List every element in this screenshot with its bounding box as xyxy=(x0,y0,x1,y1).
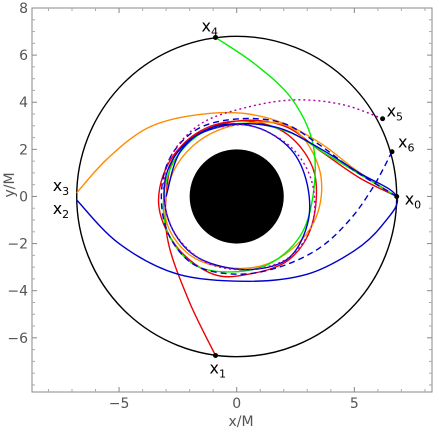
y-tick-label: −4 xyxy=(7,284,28,300)
black-hole xyxy=(189,149,284,244)
y-tick-label: −2 xyxy=(7,237,28,253)
black-hole-layer xyxy=(189,149,284,244)
tick-labels: −5 0 5 −6 −4 −2 0 2 4 6 8 xyxy=(7,1,358,412)
point-label: x2 xyxy=(53,199,69,221)
point-label: x0 xyxy=(405,189,421,211)
x-tick-label: −5 xyxy=(109,396,130,412)
trajectories xyxy=(76,36,399,356)
point-label: x5 xyxy=(387,102,403,124)
x-axis-label: x/M xyxy=(228,414,253,430)
point-label: x3 xyxy=(53,176,69,198)
trajectory-line-5 xyxy=(162,99,383,271)
trajectory-line-0 xyxy=(157,119,398,356)
point-marker xyxy=(213,34,219,40)
trajectory-line-4 xyxy=(160,117,398,275)
y-tick-label: 8 xyxy=(19,1,28,17)
axes-frame xyxy=(31,7,433,393)
plot-frame xyxy=(31,7,433,393)
point-marker xyxy=(394,193,400,199)
point-marker xyxy=(389,149,395,155)
trajectory-line-2 xyxy=(162,36,398,273)
y-tick-label: 6 xyxy=(19,48,28,64)
y-tick-label: 2 xyxy=(19,142,28,158)
point-label: x4 xyxy=(202,16,218,38)
y-tick-label: −6 xyxy=(7,331,28,347)
y-tick-label: 4 xyxy=(19,95,28,111)
trajectory-line-1 xyxy=(76,111,398,270)
point-label: x1 xyxy=(210,358,226,380)
x-tick-label: 5 xyxy=(350,396,359,412)
y-tick-label: 0 xyxy=(19,189,28,205)
point-marker xyxy=(380,116,386,122)
point-marker xyxy=(213,352,219,358)
x-tick-label: 0 xyxy=(232,396,241,412)
trajectory-line-3 xyxy=(76,123,399,283)
point-label: x6 xyxy=(398,133,414,155)
y-axis-label: y/M xyxy=(2,172,18,197)
